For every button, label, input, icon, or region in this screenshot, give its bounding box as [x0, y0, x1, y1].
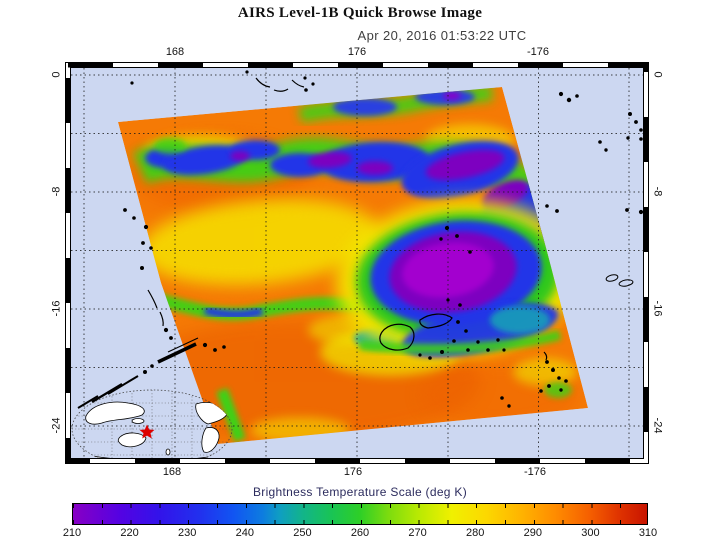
colorbar-gradient — [72, 503, 648, 525]
colorbar-title: Brightness Temperature Scale (deg K) — [252, 485, 467, 499]
coastlines — [77, 70, 643, 409]
colorbar-tick-label: 280 — [466, 527, 485, 539]
colorbar-tick-label: 290 — [523, 527, 542, 539]
x-axis-bottom-label: 168 — [162, 466, 182, 478]
colorbar-tick-label: 240 — [235, 527, 254, 539]
y-axis-right-label: -8 — [651, 186, 664, 197]
colorbar-tick-label: 250 — [293, 527, 312, 539]
page-title: AIRS Level-1B Quick Browse Image — [237, 5, 483, 21]
colorbar-tick-label: 260 — [350, 527, 370, 539]
x-axis-top-label: 176 — [347, 46, 367, 58]
x-axis-bottom-label: -176 — [523, 466, 547, 478]
timestamp: Apr 20, 2016 01:53:22 UTC — [357, 28, 527, 43]
colorbar-tick-label: 300 — [581, 527, 600, 539]
x-axis-top-label: -176 — [526, 46, 550, 58]
x-axis-top-label: 168 — [165, 46, 185, 58]
y-axis-right-label: -16 — [651, 300, 664, 317]
satellite-swath — [118, 87, 588, 444]
y-axis-left-label: -8 — [50, 186, 63, 197]
x-axis-bottom-label: 176 — [343, 466, 363, 478]
y-axis-left-label: 0 — [50, 71, 63, 78]
colorbar-tick-label: 310 — [638, 527, 658, 539]
y-axis-left-label: -24 — [50, 417, 63, 434]
y-axis-right-label: 0 — [651, 71, 664, 78]
colorbar-tick-label: 210 — [62, 527, 82, 539]
y-axis-left-label: -16 — [50, 300, 63, 317]
graticule — [71, 68, 643, 458]
colorbar-tick-label: 230 — [178, 527, 197, 539]
colorbar-ticks-top — [73, 504, 647, 508]
y-axis-right-label: -24 — [651, 417, 664, 434]
colorbar-tick-label: 270 — [408, 527, 427, 539]
map-frame — [65, 62, 649, 464]
location-marker-star — [139, 424, 155, 439]
colorbar-tick-label: 220 — [120, 527, 139, 539]
colorbar-ticks-bottom — [73, 520, 647, 524]
